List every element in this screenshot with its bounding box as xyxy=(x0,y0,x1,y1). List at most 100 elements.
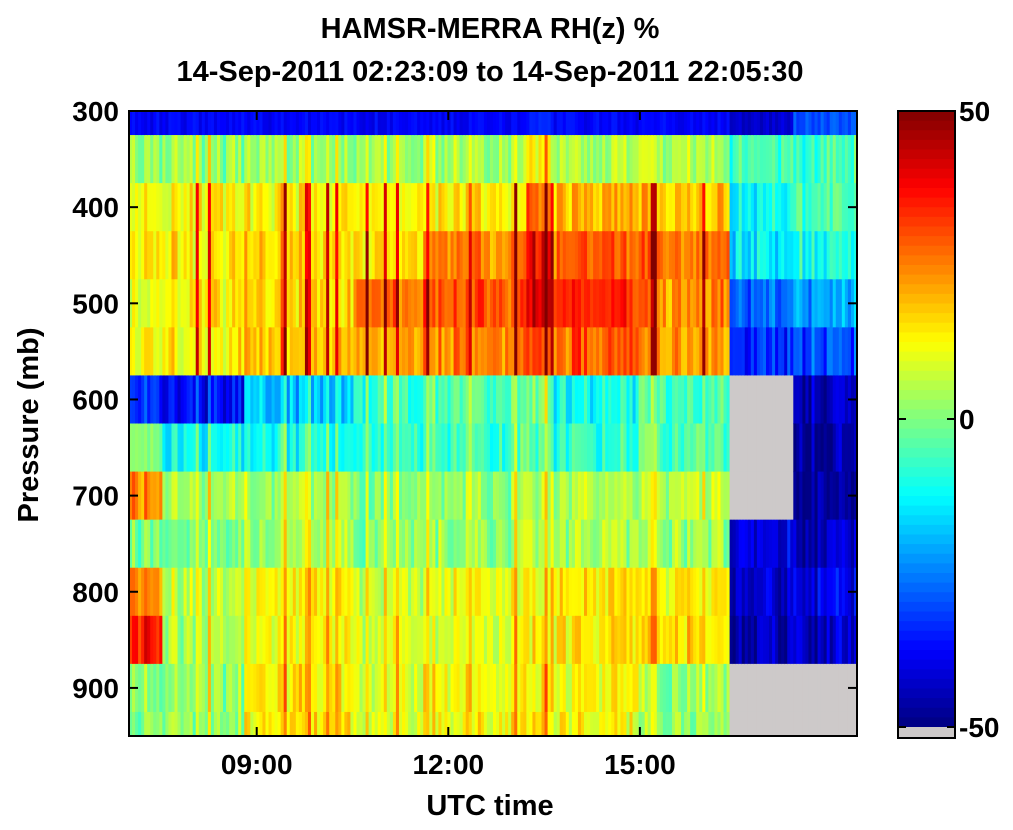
heatmap-cell xyxy=(732,183,737,232)
heatmap-cell xyxy=(653,471,658,521)
heatmap-cell xyxy=(450,663,455,713)
colorbar-swatch xyxy=(898,130,955,141)
heatmap-cell xyxy=(853,711,858,737)
heatmap-cell xyxy=(823,135,828,184)
heatmap-cell xyxy=(547,519,552,569)
heatmap-cell xyxy=(662,135,667,184)
heatmap-cell xyxy=(708,375,712,425)
heatmap-cell xyxy=(192,519,197,569)
heatmap-cell xyxy=(265,567,270,617)
heatmap-cell xyxy=(453,111,458,136)
heatmap-cell xyxy=(298,327,303,377)
heatmap-cell xyxy=(177,471,182,521)
heatmap-cell xyxy=(371,471,376,521)
heatmap-cell xyxy=(838,183,843,232)
heatmap-cell xyxy=(359,375,364,425)
heatmap-cell xyxy=(614,567,618,617)
colorbar-swatch xyxy=(898,447,955,459)
heatmap-cell xyxy=(699,231,703,280)
heatmap-cell xyxy=(323,567,327,617)
heatmap-cell xyxy=(253,375,257,425)
heatmap-cell xyxy=(687,471,691,521)
heatmap-cell xyxy=(226,471,230,521)
heatmap-cell xyxy=(174,135,179,184)
heatmap-cell xyxy=(723,327,728,377)
heatmap-cell xyxy=(150,615,154,665)
heatmap-cell xyxy=(405,423,409,473)
heatmap-cell xyxy=(283,183,288,232)
heatmap-cell xyxy=(711,471,716,521)
heatmap-cell xyxy=(271,567,276,617)
heatmap-cell xyxy=(638,183,643,232)
heatmap-cell xyxy=(189,375,194,425)
heatmap-cell xyxy=(644,663,649,713)
heatmap-cell xyxy=(829,471,834,521)
heatmap-cell xyxy=(632,183,637,232)
heatmap-cell xyxy=(844,375,849,425)
heatmap-cell xyxy=(796,711,800,737)
heatmap-cell xyxy=(547,711,552,737)
heatmap-cell xyxy=(359,663,364,713)
heatmap-cell xyxy=(681,711,685,737)
heatmap-cell xyxy=(544,423,549,473)
heatmap-cell xyxy=(311,111,315,136)
heatmap-cell xyxy=(141,519,145,569)
y-tick-label: 300 xyxy=(72,96,119,127)
heatmap-cell xyxy=(311,183,315,232)
heatmap-cell xyxy=(559,519,564,569)
heatmap-cell xyxy=(465,183,470,232)
heatmap-cell xyxy=(253,135,257,184)
heatmap-cell xyxy=(702,423,706,473)
heatmap-cell xyxy=(156,471,160,521)
heatmap-cell xyxy=(465,567,470,617)
heatmap-cell xyxy=(565,471,570,521)
heatmap-cell xyxy=(756,711,761,737)
heatmap-cell xyxy=(426,567,430,617)
heatmap-cell xyxy=(207,135,212,184)
heatmap-cell xyxy=(138,711,142,737)
heatmap-cell xyxy=(778,183,782,232)
heatmap-cell xyxy=(320,471,324,521)
heatmap-cell xyxy=(584,615,588,665)
colorbar-swatch xyxy=(898,601,955,613)
heatmap-cell xyxy=(775,423,779,473)
heatmap-cell xyxy=(232,711,236,737)
heatmap-cell xyxy=(808,615,813,665)
heatmap-cell xyxy=(402,567,406,617)
heatmap-cell xyxy=(368,663,373,713)
heatmap-cell xyxy=(347,615,352,665)
heatmap-cell xyxy=(544,279,549,328)
heatmap-cell xyxy=(584,519,588,569)
heatmap-cell xyxy=(762,615,767,665)
heatmap-cell xyxy=(195,231,200,280)
heatmap-cell xyxy=(599,711,603,737)
heatmap-cell xyxy=(383,231,388,280)
heatmap-cell xyxy=(465,663,470,713)
heatmap-cell xyxy=(714,327,719,377)
heatmap-cell xyxy=(681,519,685,569)
heatmap-cell xyxy=(793,183,797,232)
heatmap-cell xyxy=(171,423,176,473)
heatmap-cell xyxy=(420,183,424,232)
heatmap-cell xyxy=(599,519,603,569)
heatmap-cell xyxy=(577,231,582,280)
heatmap-cell xyxy=(238,111,242,136)
heatmap-cell xyxy=(753,567,758,617)
heatmap-cell xyxy=(559,279,564,328)
heatmap-cell xyxy=(147,471,151,521)
heatmap-cell xyxy=(756,663,761,713)
heatmap-cell xyxy=(693,111,697,136)
heatmap-cell xyxy=(223,567,227,617)
heatmap-cell xyxy=(411,519,415,569)
heatmap-cell xyxy=(189,711,194,737)
heatmap-cell xyxy=(508,615,512,665)
heatmap-cell xyxy=(317,111,321,136)
heatmap-cell xyxy=(380,135,385,184)
heatmap-cell xyxy=(556,471,561,521)
heatmap-cell xyxy=(156,519,160,569)
heatmap-cell xyxy=(298,471,303,521)
heatmap-cell xyxy=(620,327,625,377)
heatmap-cell xyxy=(699,567,703,617)
heatmap-cell xyxy=(623,423,628,473)
heatmap-cell xyxy=(841,375,846,425)
